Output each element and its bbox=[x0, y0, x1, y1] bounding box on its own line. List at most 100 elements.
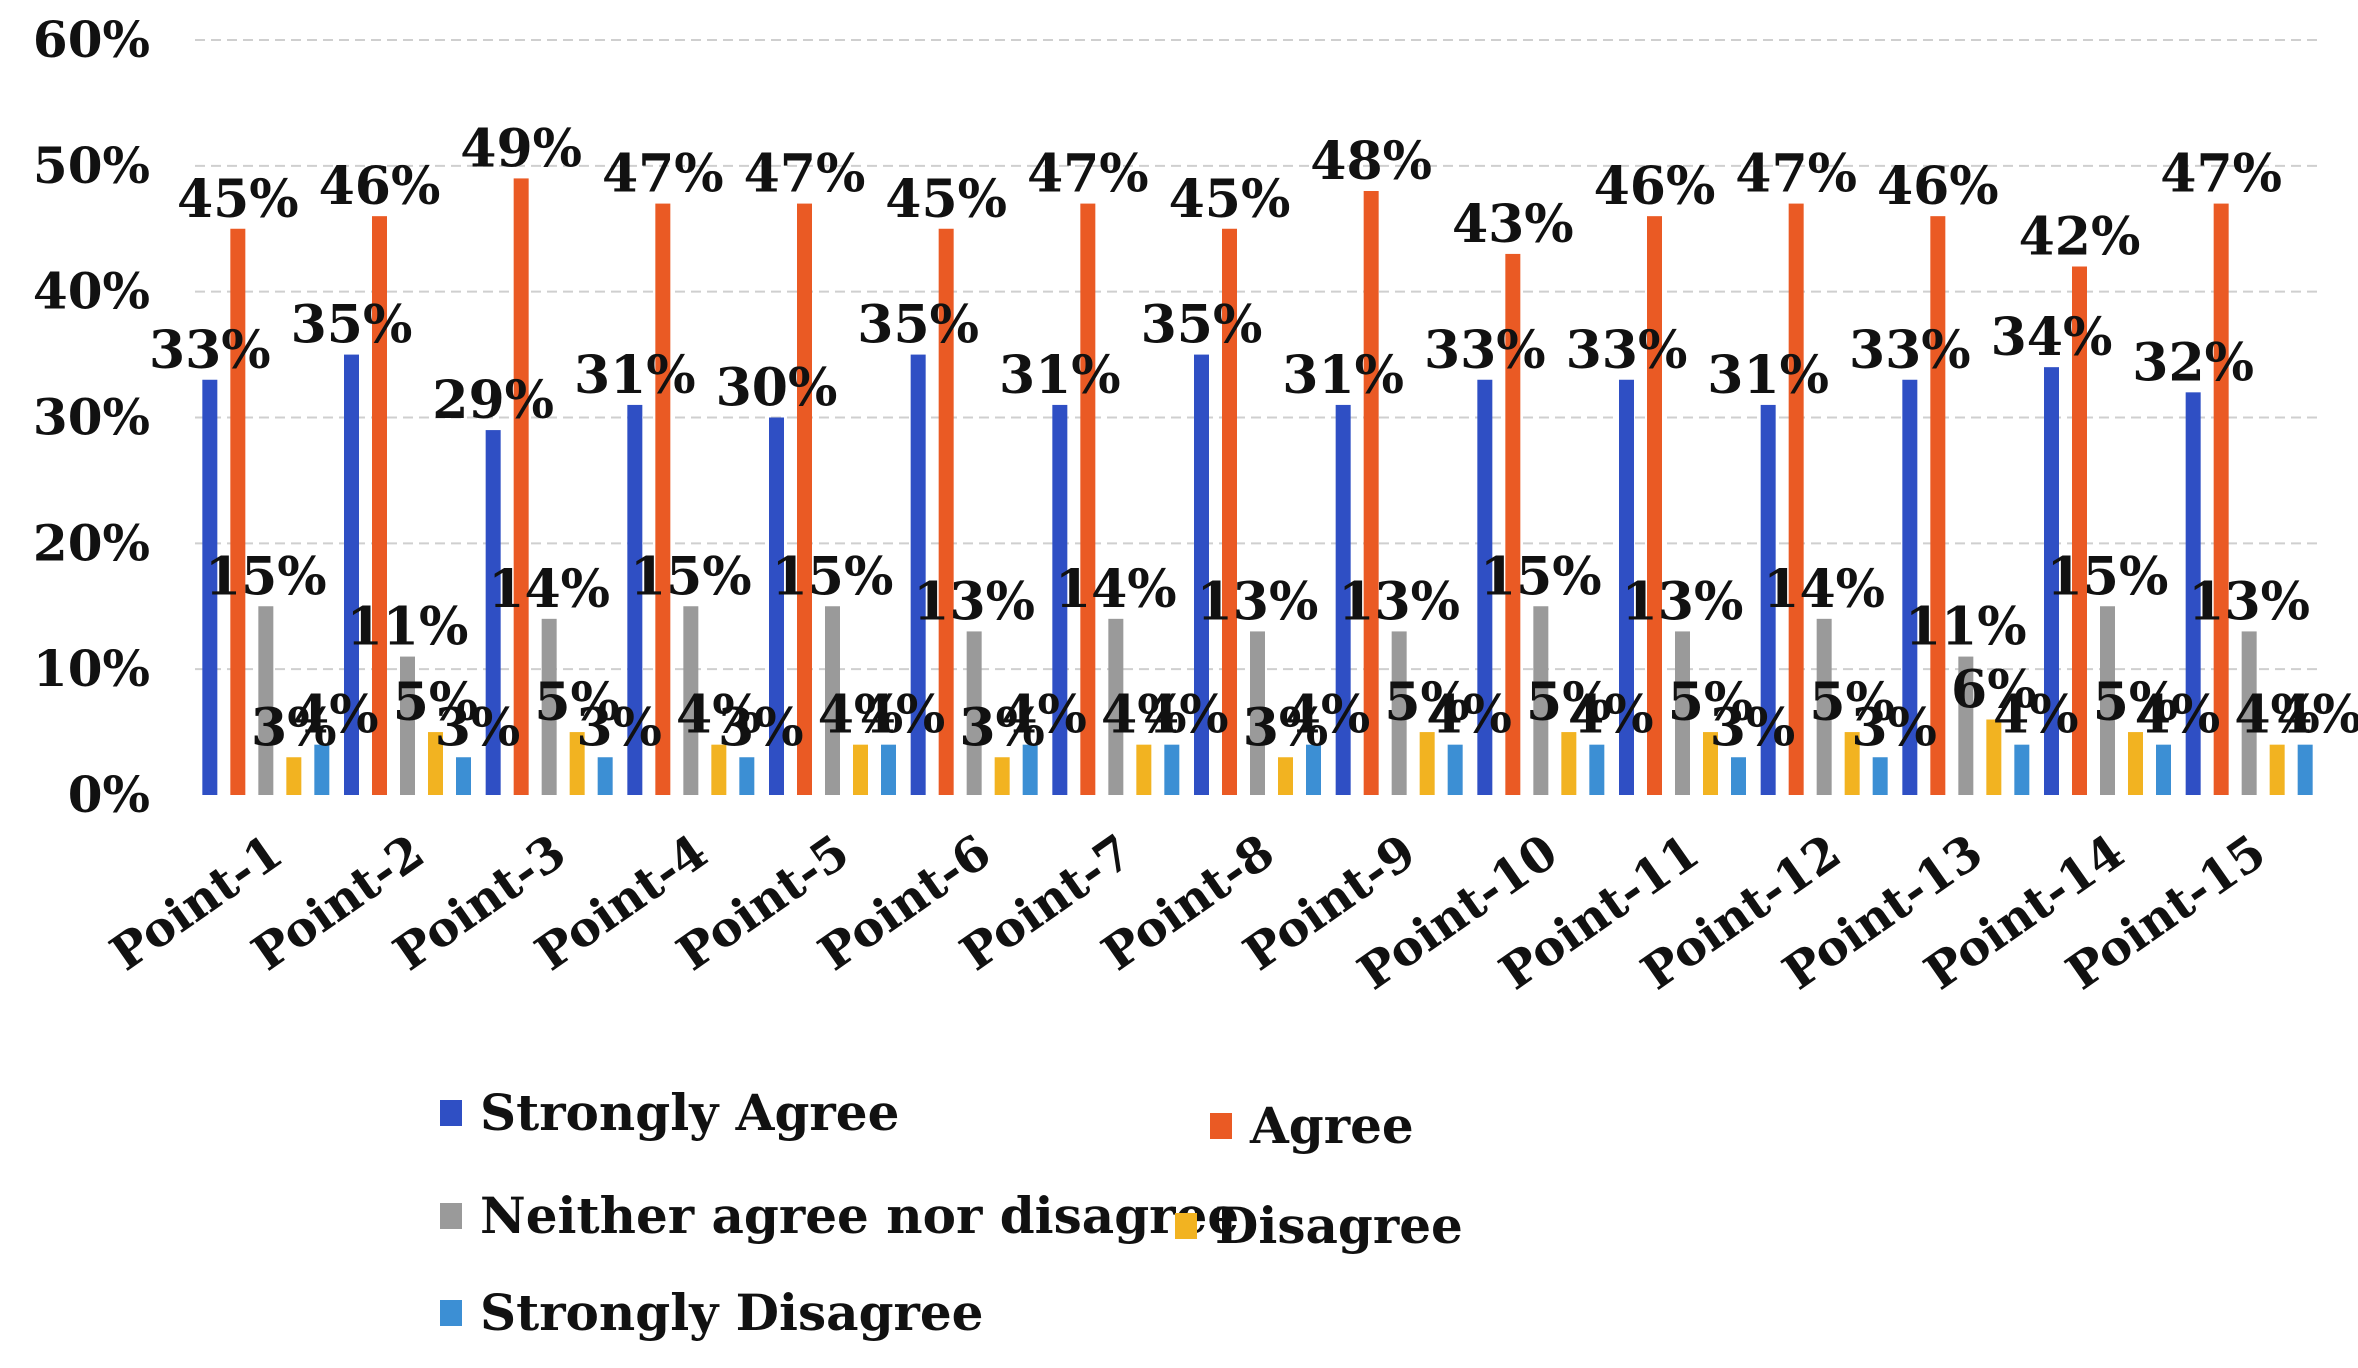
bar-disagree-point-2 bbox=[428, 732, 443, 795]
bar-strongly-agree-point-15 bbox=[2185, 392, 2201, 795]
data-label: 4% bbox=[1426, 685, 1512, 746]
y-axis-ticks: 0% 10% 20% 30% 40% 50% 60% bbox=[33, 10, 150, 824]
data-label: 15% bbox=[2047, 546, 2169, 607]
bar-agree-point-3 bbox=[513, 178, 529, 795]
bar-disagree-point-1 bbox=[286, 757, 302, 795]
data-label: 31% bbox=[1707, 345, 1829, 406]
data-label: 49% bbox=[460, 118, 582, 179]
legend-label: Strongly Disagree bbox=[480, 1283, 984, 1342]
data-label: 47% bbox=[744, 144, 866, 205]
data-label: 34% bbox=[1991, 307, 2113, 368]
data-label: 45% bbox=[1169, 169, 1291, 230]
data-label: 5% bbox=[1809, 672, 1895, 733]
y-tick-label: 10% bbox=[33, 639, 150, 698]
bar-strongly-disagree-point-14 bbox=[2156, 744, 2171, 795]
data-label: 4% bbox=[1143, 685, 1229, 746]
data-label: 4% bbox=[1001, 685, 1087, 746]
bar-disagree-point-8 bbox=[1278, 757, 1293, 795]
bar-strongly-disagree-point-2 bbox=[456, 757, 471, 795]
data-label: 14% bbox=[488, 559, 610, 620]
bar-neither-agree-nor-disagree-point-1 bbox=[258, 606, 274, 795]
bar-disagree-point-15 bbox=[2269, 744, 2285, 795]
bar-agree-point-2 bbox=[372, 216, 387, 795]
data-label: 13% bbox=[1338, 571, 1460, 632]
data-label: 13% bbox=[2188, 571, 2310, 632]
bar-strongly-disagree-point-5 bbox=[881, 744, 896, 795]
bar-agree-point-8 bbox=[1222, 228, 1237, 795]
bar-disagree-point-5 bbox=[853, 744, 868, 795]
bar-neither-agree-nor-disagree-point-15 bbox=[2241, 631, 2257, 795]
bar-disagree-point-7 bbox=[1136, 744, 1152, 795]
data-label: 4% bbox=[1568, 685, 1654, 746]
data-labels: 33%45%15%3%4%35%46%11%5%3%29%49%14%5%3%3… bbox=[149, 118, 2358, 758]
data-label: 4% bbox=[1993, 685, 2079, 746]
bar-neither-agree-nor-disagree-point-10 bbox=[1533, 606, 1549, 795]
legend-swatch bbox=[440, 1100, 462, 1126]
bar-strongly-agree-point-6 bbox=[910, 354, 926, 795]
data-label: 5% bbox=[1384, 672, 1470, 733]
data-label: 3% bbox=[959, 697, 1045, 758]
y-tick-label: 50% bbox=[33, 136, 150, 195]
y-tick-label: 0% bbox=[68, 765, 150, 824]
data-label: 31% bbox=[999, 345, 1121, 406]
bar-disagree-point-9 bbox=[1419, 732, 1435, 795]
data-label: 4% bbox=[1101, 685, 1187, 746]
data-label: 31% bbox=[574, 345, 696, 406]
data-label: 48% bbox=[1310, 131, 1432, 192]
data-label: 46% bbox=[1594, 156, 1716, 217]
bar-strongly-disagree-point-15 bbox=[2297, 744, 2313, 795]
bar-strongly-disagree-point-6 bbox=[1022, 744, 1038, 795]
bar-agree-point-14 bbox=[2072, 266, 2087, 795]
y-tick-label: 40% bbox=[33, 262, 150, 321]
bar-strongly-disagree-point-1 bbox=[314, 744, 330, 795]
bar-strongly-disagree-point-3 bbox=[597, 757, 613, 795]
x-axis-ticks: Point-1Point-2Point-3Point-4Point-5Point… bbox=[100, 824, 2276, 1001]
data-label: 46% bbox=[319, 156, 441, 217]
bar-strongly-agree-point-14 bbox=[2044, 367, 2059, 795]
legend-label: Agree bbox=[1249, 1096, 1414, 1155]
data-label: 3% bbox=[576, 697, 662, 758]
bar-agree-point-12 bbox=[1788, 203, 1804, 796]
bar-neither-agree-nor-disagree-point-3 bbox=[541, 618, 557, 795]
data-label: 47% bbox=[1735, 144, 1857, 205]
bar-strongly-disagree-point-10 bbox=[1589, 744, 1605, 795]
bar-strongly-agree-point-5 bbox=[769, 417, 784, 795]
data-label: 5% bbox=[1526, 672, 1612, 733]
data-label: 32% bbox=[2132, 332, 2254, 393]
bar-agree-point-13 bbox=[1930, 216, 1946, 795]
legend-swatch bbox=[1175, 1213, 1197, 1239]
bar-neither-agree-nor-disagree-point-14 bbox=[2100, 606, 2115, 795]
bar-strongly-agree-point-9 bbox=[1335, 404, 1351, 795]
bars bbox=[202, 178, 2313, 796]
bar-agree-point-6 bbox=[938, 228, 954, 795]
data-label: 35% bbox=[857, 295, 979, 356]
bar-agree-point-9 bbox=[1363, 191, 1379, 795]
data-label: 4% bbox=[293, 685, 379, 746]
data-label: 14% bbox=[1055, 559, 1177, 620]
bar-neither-agree-nor-disagree-point-13 bbox=[1958, 656, 1974, 795]
data-label: 35% bbox=[1141, 295, 1263, 356]
data-label: 43% bbox=[1452, 194, 1574, 255]
data-label: 30% bbox=[716, 358, 838, 419]
data-label: 29% bbox=[432, 370, 554, 431]
data-label: 5% bbox=[534, 672, 620, 733]
y-tick-label: 60% bbox=[33, 10, 150, 69]
data-label: 11% bbox=[347, 597, 469, 658]
data-label: 15% bbox=[205, 546, 327, 607]
bar-agree-point-4 bbox=[655, 203, 671, 796]
data-label: 3% bbox=[251, 697, 337, 758]
data-label: 13% bbox=[1622, 571, 1744, 632]
data-label: 15% bbox=[772, 546, 894, 607]
y-tick-label: 20% bbox=[33, 513, 150, 572]
data-label: 15% bbox=[630, 546, 752, 607]
bar-strongly-agree-point-12 bbox=[1760, 404, 1776, 795]
y-tick-label: 30% bbox=[33, 388, 150, 447]
data-label: 35% bbox=[291, 295, 413, 356]
bar-strongly-disagree-point-8 bbox=[1306, 744, 1321, 795]
data-label: 5% bbox=[1668, 672, 1754, 733]
data-label: 13% bbox=[1197, 571, 1319, 632]
data-label: 4% bbox=[676, 685, 762, 746]
bar-neither-agree-nor-disagree-point-9 bbox=[1391, 631, 1407, 795]
bar-neither-agree-nor-disagree-point-12 bbox=[1816, 618, 1832, 795]
data-label: 5% bbox=[2093, 672, 2179, 733]
